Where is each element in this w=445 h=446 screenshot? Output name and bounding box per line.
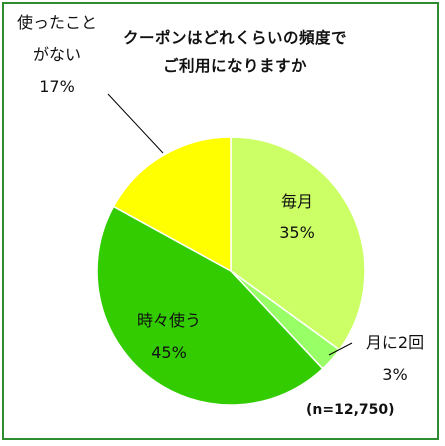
slice-value-never-used: 17% [39,77,75,96]
slice-label-monthly: 毎月 [281,192,313,211]
pie-slices [96,136,366,406]
slice-value-sometimes: 45% [151,343,187,362]
slice-value-monthly: 35% [279,223,315,242]
pie-slice-never-used [112,136,232,273]
chart-title-line-2: ご利用になりますか [162,57,307,75]
slice-label-never-used-line-1: 使ったこと [17,13,97,32]
chart-title: クーポンはどれくらいの頻度で ご利用になりますか [110,24,360,80]
chart-title-line-1: クーポンはどれくらいの頻度で [122,29,347,47]
leader-line-never-used [107,93,164,154]
slice-label-sometimes: 時々使う [137,311,201,330]
slice-value-twice-monthly: 3% [382,365,407,384]
pie-slice-sometimes [96,205,324,406]
sample-size-note: (n=12,750) [306,402,395,418]
slice-label-twice-monthly: 月に2回 [366,333,424,352]
leader-line-month-2 [328,342,353,356]
pie-slice-monthly [230,136,366,351]
slice-label-never-used-line-2: がない [33,45,81,64]
